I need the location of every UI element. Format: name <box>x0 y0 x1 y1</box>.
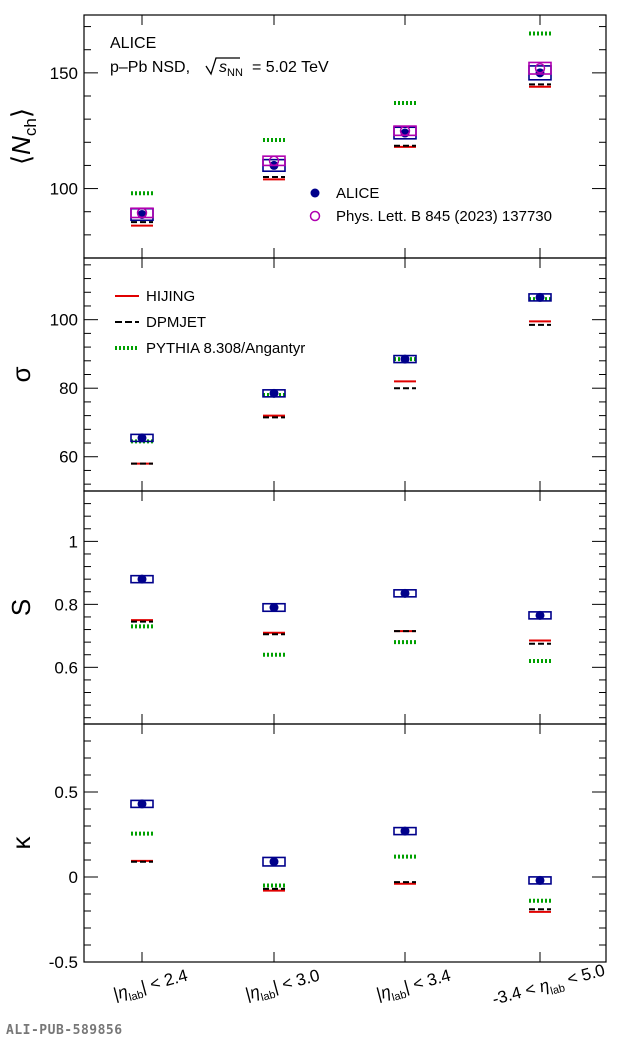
y-axis-label: κ <box>6 836 36 850</box>
alice-point <box>269 388 279 398</box>
plb-point <box>534 62 546 74</box>
legend-alice-label: ALICE <box>336 185 379 202</box>
y-axis-label: σ <box>6 366 36 382</box>
legend-plb-label: Phys. Lett. B 845 (2023) 137730 <box>336 208 552 225</box>
x-tick-label: |ηlab| < 3.0 <box>243 966 322 1008</box>
legend-hijing-label: HIJING <box>146 288 195 305</box>
alice-point <box>137 574 147 584</box>
alice-point <box>137 799 147 809</box>
alice-point <box>137 433 147 443</box>
y-tick-label: 100 <box>50 311 78 330</box>
y-tick-label: 0 <box>69 868 78 887</box>
plb-point <box>399 125 411 136</box>
y-tick-label: 0.6 <box>54 658 78 677</box>
y-tick-label: 0.5 <box>54 783 78 802</box>
y-tick-label: 100 <box>50 180 78 199</box>
panel-frame <box>83 723 607 963</box>
system-label: p–Pb NSD, <box>110 59 190 76</box>
alice-point <box>535 610 545 620</box>
alice-point <box>400 826 410 836</box>
publication-id: ALI-PUB-589856 <box>6 1023 123 1038</box>
x-tick-label: |ηlab| < 2.4 <box>111 966 190 1008</box>
y-tick-label: 0.8 <box>54 595 78 614</box>
y-tick-label: 80 <box>59 379 78 398</box>
legend-dpmjet-label: DPMJET <box>146 314 206 331</box>
y-axis-label: S <box>6 599 36 616</box>
experiment-label: ALICE <box>110 35 156 52</box>
x-tick-label: |ηlab| < 3.4 <box>374 966 453 1008</box>
y-axis-label: ⟨Nch⟩ <box>6 108 40 165</box>
legend-plb-marker <box>309 210 321 222</box>
panel-frame <box>83 490 607 725</box>
plb-point <box>136 207 148 219</box>
x-tick-label: -3.4 < ηlab < 5.0 <box>490 961 608 1013</box>
y-tick-label: 1 <box>69 532 78 551</box>
panel-1: 60 80 100 σ <box>6 257 607 492</box>
y-tick-label: 150 <box>50 64 78 83</box>
energy-value: = 5.02 TeV <box>252 59 329 76</box>
energy-sqrt-sub: NN <box>227 67 243 79</box>
y-tick-label: 60 <box>59 448 78 467</box>
alice-point <box>269 603 279 612</box>
plb-syst-box <box>528 61 552 75</box>
legend-alice-marker <box>310 188 320 198</box>
alice-point <box>535 292 545 302</box>
alice-point <box>269 857 279 867</box>
alice-point <box>535 875 545 885</box>
y-tick-label: -0.5 <box>49 953 78 972</box>
panel-3: -0.5 0 0.5 κ <box>6 723 607 972</box>
alice-point <box>400 588 410 598</box>
panel-2: 0.6 0.8 1 S <box>6 490 607 725</box>
energy-sqrt-var: s <box>219 59 227 76</box>
alice-point <box>400 354 410 364</box>
plb-point <box>268 155 280 167</box>
sqrt-symbol <box>205 57 240 76</box>
legend-pythia-label: PYTHIA 8.308/Angantyr <box>146 340 305 357</box>
